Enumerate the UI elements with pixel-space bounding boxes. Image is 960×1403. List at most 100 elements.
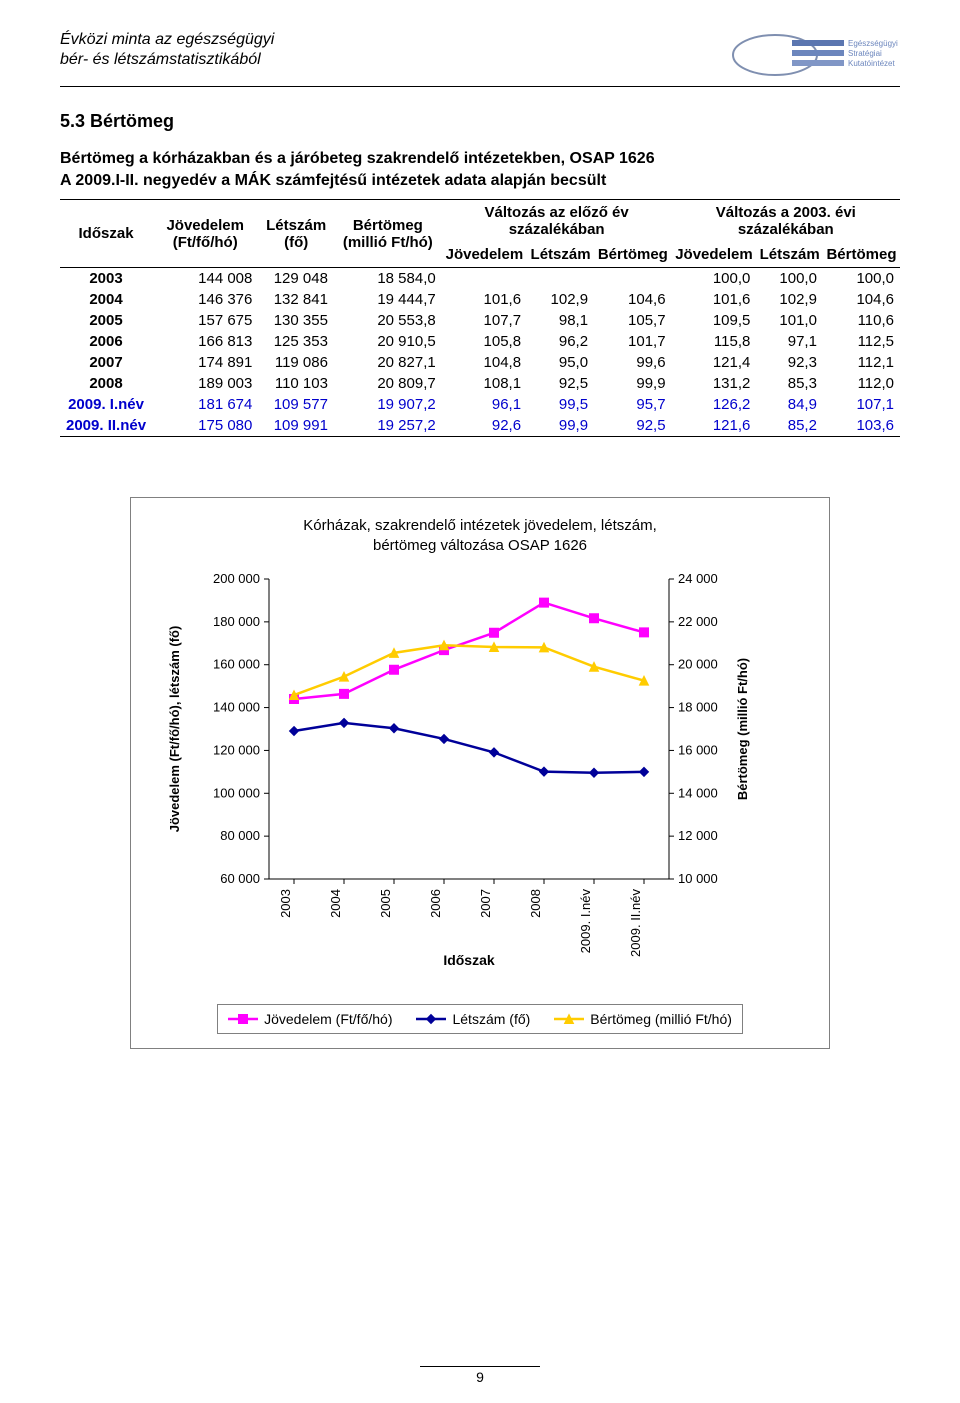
legend-marker-icon <box>416 1012 446 1026</box>
svg-text:Bértömeg (millió Ft/hó): Bértömeg (millió Ft/hó) <box>735 658 750 800</box>
svg-text:20 000: 20 000 <box>678 656 718 671</box>
cell-bb: 112,5 <box>823 331 900 352</box>
legend-marker-icon <box>554 1012 584 1026</box>
cell-let: 132 841 <box>258 289 334 310</box>
cell-bb: 100,0 <box>823 268 900 290</box>
chart-legend: Jövedelem (Ft/fő/hó)Létszám (fő)Bértömeg… <box>217 1004 743 1034</box>
page-footer: 9 <box>0 1366 960 1385</box>
cell-pb <box>594 268 671 290</box>
chart-panel: Kórházak, szakrendelő intézetek jövedele… <box>130 497 830 1049</box>
cell-ber: 19 257,2 <box>334 415 442 437</box>
cell-bj: 101,6 <box>672 289 757 310</box>
col-letszam: Létszám (fő) <box>258 200 334 268</box>
cell-jov: 181 674 <box>152 394 258 415</box>
svg-text:14 000: 14 000 <box>678 785 718 800</box>
legend-item: Létszám (fő) <box>416 1011 530 1027</box>
cell-pb: 95,7 <box>594 394 671 415</box>
cell-bj: 115,8 <box>672 331 757 352</box>
cell-jov: 157 675 <box>152 310 258 331</box>
line-chart: 60 00080 000100 000120 000140 000160 000… <box>149 569 809 989</box>
cell-let: 129 048 <box>258 268 334 290</box>
cell-bl: 97,1 <box>756 331 823 352</box>
table-row: 2007174 891119 08620 827,1104,895,099,61… <box>60 352 900 373</box>
svg-text:200 000: 200 000 <box>213 571 260 586</box>
svg-text:24 000: 24 000 <box>678 571 718 586</box>
svg-text:18 000: 18 000 <box>678 699 718 714</box>
legend-item: Bértömeg (millió Ft/hó) <box>554 1011 732 1027</box>
svg-text:100 000: 100 000 <box>213 785 260 800</box>
cell-label: 2007 <box>60 352 152 373</box>
col-group-2003: Változás a 2003. évi százalékában <box>672 200 900 243</box>
cell-pl: 92,5 <box>527 373 594 394</box>
svg-text:Egészségügyi: Egészségügyi <box>848 39 898 48</box>
col-idoszak: Időszak <box>60 200 152 268</box>
table-body: 2003144 008129 04818 584,0100,0100,0100,… <box>60 268 900 437</box>
cell-jov: 174 891 <box>152 352 258 373</box>
cell-pl: 98,1 <box>527 310 594 331</box>
cell-label: 2003 <box>60 268 152 290</box>
cell-bl: 92,3 <box>756 352 823 373</box>
col-group-prev: Változás az előző év százalékában <box>442 200 672 243</box>
cell-bl: 84,9 <box>756 394 823 415</box>
col-prev-ber: Bértömeg <box>594 242 671 268</box>
cell-bl: 85,2 <box>756 415 823 437</box>
page-header: Évközi minta az egészségügyi bér- és lét… <box>60 30 900 80</box>
cell-ber: 19 907,2 <box>334 394 442 415</box>
svg-text:2005: 2005 <box>378 889 393 918</box>
cell-let: 119 086 <box>258 352 334 373</box>
svg-text:Időszak: Időszak <box>443 952 495 968</box>
cell-label: 2005 <box>60 310 152 331</box>
chart-area: 60 00080 000100 000120 000140 000160 000… <box>149 569 811 994</box>
cell-bl: 101,0 <box>756 310 823 331</box>
col-prev-jov: Jövedelem <box>442 242 527 268</box>
cell-bl: 85,3 <box>756 373 823 394</box>
cell-bj: 131,2 <box>672 373 757 394</box>
cell-label: 2009. II.név <box>60 415 152 437</box>
table-row: 2005157 675130 35520 553,8107,798,1105,7… <box>60 310 900 331</box>
svg-text:Kutatóintézet: Kutatóintézet <box>848 59 895 68</box>
caption-line1: Bértömeg a kórházakban és a járóbeteg sz… <box>60 150 655 167</box>
cell-pj: 105,8 <box>442 331 527 352</box>
cell-pl: 99,5 <box>527 394 594 415</box>
header-logo: Egészségügyi Stratégiai Kutatóintézet <box>730 30 900 80</box>
col-bertomeg: Bértömeg (millió Ft/hó) <box>334 200 442 268</box>
col-prev-let: Létszám <box>527 242 594 268</box>
col-2003-let: Létszám <box>756 242 823 268</box>
cell-jov: 146 376 <box>152 289 258 310</box>
svg-text:2003: 2003 <box>278 889 293 918</box>
cell-pj: 107,7 <box>442 310 527 331</box>
caption-line2: A 2009.I-II. negyedév a MÁK számfejtésű … <box>60 172 606 189</box>
cell-pl: 99,9 <box>527 415 594 437</box>
cell-bj: 121,4 <box>672 352 757 373</box>
cell-let: 109 991 <box>258 415 334 437</box>
cell-pl <box>527 268 594 290</box>
cell-pl: 95,0 <box>527 352 594 373</box>
section-heading: 5.3 Bértömeg <box>60 111 900 132</box>
table-row: 2009. II.név175 080109 99119 257,292,699… <box>60 415 900 437</box>
table-head: Időszak Jövedelem (Ft/fő/hó) Létszám (fő… <box>60 200 900 268</box>
cell-jov: 189 003 <box>152 373 258 394</box>
svg-text:120 000: 120 000 <box>213 742 260 757</box>
cell-label: 2004 <box>60 289 152 310</box>
header-title: Évközi minta az egészségügyi bér- és lét… <box>60 30 274 70</box>
cell-jov: 144 008 <box>152 268 258 290</box>
page-number: 9 <box>476 1369 484 1385</box>
cell-bb: 112,0 <box>823 373 900 394</box>
cell-pb: 92,5 <box>594 415 671 437</box>
cell-bb: 112,1 <box>823 352 900 373</box>
cell-bj: 109,5 <box>672 310 757 331</box>
table-caption: Bértömeg a kórházakban és a járóbeteg sz… <box>60 148 900 191</box>
cell-pj: 101,6 <box>442 289 527 310</box>
data-table: Időszak Jövedelem (Ft/fő/hó) Létszám (fő… <box>60 199 900 437</box>
logo-icon: Egészségügyi Stratégiai Kutatóintézet <box>730 30 900 80</box>
cell-label: 2008 <box>60 373 152 394</box>
cell-ber: 20 553,8 <box>334 310 442 331</box>
cell-bb: 107,1 <box>823 394 900 415</box>
cell-pb: 99,9 <box>594 373 671 394</box>
cell-pl: 102,9 <box>527 289 594 310</box>
svg-text:Jövedelem (Ft/fő/hó), létszám: Jövedelem (Ft/fő/hó), létszám (fő) <box>167 625 182 832</box>
legend-marker-icon <box>228 1012 258 1026</box>
svg-text:10 000: 10 000 <box>678 871 718 886</box>
cell-pb: 105,7 <box>594 310 671 331</box>
cell-pj: 108,1 <box>442 373 527 394</box>
